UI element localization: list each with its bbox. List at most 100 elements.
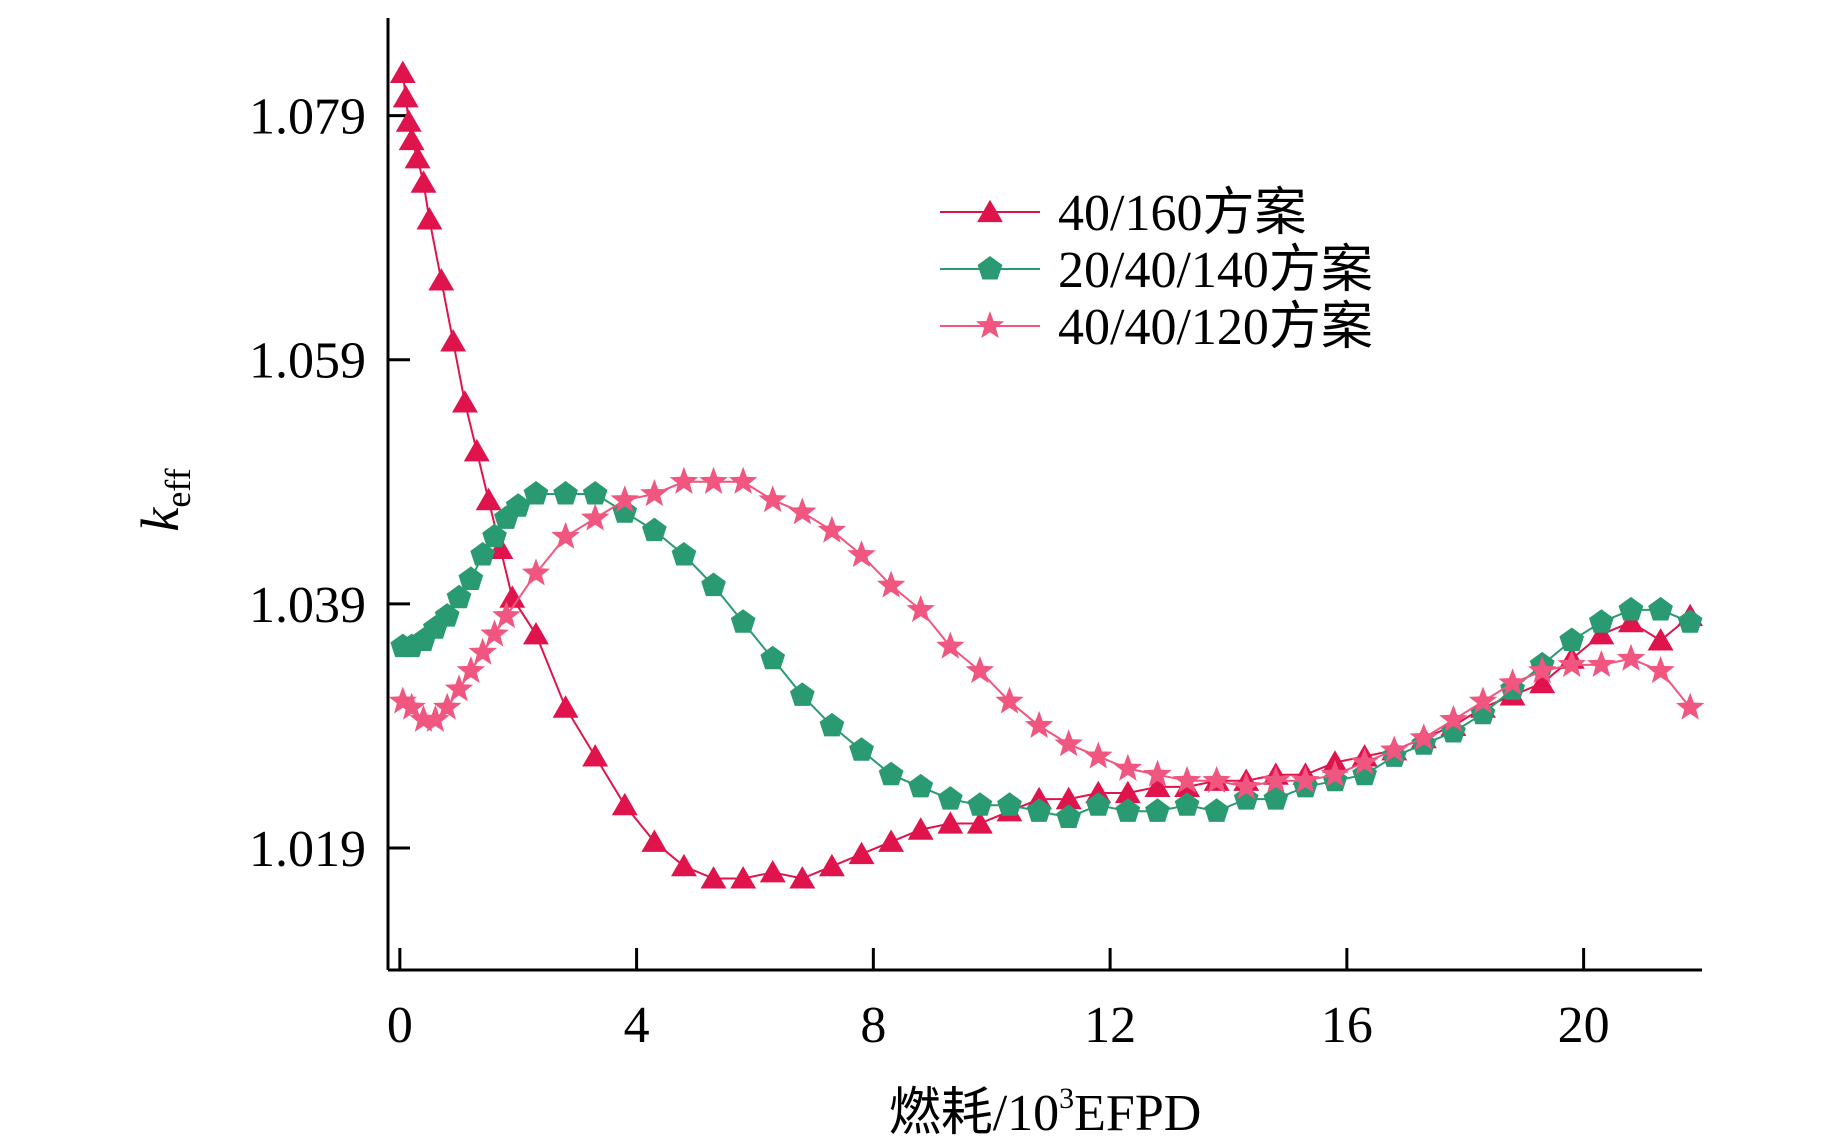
series-1-point-8	[482, 523, 507, 548]
series-2-point-30	[1113, 753, 1143, 781]
svg-text:keff: keff	[130, 468, 198, 531]
series-2-point-7	[468, 637, 497, 665]
legend-marker-0	[977, 199, 1003, 223]
series-1-point-29	[1056, 804, 1081, 828]
series-2-point-32	[1172, 765, 1202, 793]
series-0-point-32	[1055, 786, 1082, 810]
series-1-point-16	[671, 542, 697, 566]
series-2-point-47	[1616, 643, 1646, 671]
series-0-point-9	[452, 390, 478, 413]
y-tick-label-1: 1.039	[249, 577, 366, 634]
series-0-point-27	[907, 817, 934, 840]
series-1-point-19	[760, 645, 786, 670]
series-2-point-19	[788, 497, 817, 525]
axes	[386, 18, 1702, 972]
series-1-point-48	[1618, 596, 1644, 621]
series-1-point-6	[458, 566, 484, 590]
series-layer	[388, 60, 1705, 889]
series-2-point-43	[1498, 668, 1527, 696]
legend-item-0: 40/160方案	[940, 185, 1306, 242]
series-2-point-1	[397, 692, 426, 720]
series-2-point-17	[728, 466, 758, 494]
series-0-point-8	[440, 329, 467, 352]
series-2-point-13	[610, 485, 639, 513]
series-0-point-24	[819, 853, 845, 877]
series-0	[389, 60, 1704, 889]
x-ticks: 0 4 8 12 16 20	[387, 948, 1610, 1054]
x-tick-label-3: 12	[1084, 997, 1136, 1054]
series-2-point-8	[480, 619, 509, 647]
y-axis-title-main: k	[130, 507, 190, 532]
series-0-point-28	[937, 811, 964, 834]
y-tick-label-0: 1.019	[249, 821, 366, 878]
series-1-point-50	[1677, 609, 1703, 633]
series-1-point-47	[1589, 609, 1614, 633]
series-1-point-23	[878, 761, 904, 786]
series-1-point-33	[1174, 792, 1200, 816]
y-axis-title: keff	[130, 468, 198, 531]
series-0-point-17	[611, 792, 638, 816]
series-0-point-2	[395, 109, 422, 132]
series-1-point-15	[642, 517, 667, 542]
x-axis-title-main: 燃耗/10	[889, 1085, 1059, 1142]
series-1-point-27	[997, 792, 1022, 816]
series-2-point-33	[1202, 765, 1231, 793]
x-tick-label-4: 16	[1321, 997, 1373, 1054]
series-2-point-28	[1054, 729, 1083, 757]
series-1-point-34	[1204, 798, 1229, 822]
series-2-point-18	[758, 485, 787, 513]
series-1-point-20	[790, 682, 815, 706]
series-1-point-49	[1648, 596, 1673, 621]
series-2-point-3	[421, 704, 450, 732]
series-0-point-19	[671, 853, 697, 877]
series-0-point-22	[759, 860, 786, 883]
series-1-point-13	[582, 481, 608, 505]
series-2-point-6	[456, 656, 486, 684]
series-1-point-18	[730, 609, 756, 633]
series-0-point-18	[641, 829, 668, 852]
series-0-point-7	[428, 268, 455, 291]
legend-item-1: 20/40/140方案	[940, 242, 1373, 299]
series-2-point-4	[433, 692, 462, 720]
series-0-point-13	[499, 585, 526, 608]
y-tick-label-3: 1.079	[249, 89, 366, 146]
series-2-point-14	[640, 479, 669, 507]
series-0-point-1	[392, 85, 419, 108]
series-2-point-9	[492, 601, 521, 629]
series-1-point-21	[819, 712, 845, 737]
series-2	[388, 466, 1705, 799]
series-0-point-25	[848, 841, 875, 865]
legend-label-2: 40/40/120方案	[1058, 299, 1373, 356]
series-1-point-4	[434, 603, 460, 627]
x-axis-title: 燃耗/103EFPD	[889, 1082, 1202, 1142]
series-1-point-30	[1085, 792, 1111, 816]
series-1-point-10	[505, 493, 531, 517]
series-2-point-2	[409, 704, 438, 732]
series-2-point-5	[444, 674, 474, 702]
series-1-point-25	[937, 786, 963, 810]
series-0-point-34	[1114, 780, 1141, 804]
series-2-point-44	[1528, 656, 1557, 684]
series-1-point-36	[1263, 786, 1289, 810]
series-2-point-38	[1350, 747, 1379, 775]
series-2-point-12	[580, 503, 610, 531]
series-2-point-42	[1468, 686, 1498, 714]
series-1-point-5	[446, 584, 472, 609]
series-0-point-35	[1144, 774, 1171, 797]
series-2-point-23	[906, 595, 935, 622]
series-0-point-26	[878, 829, 905, 852]
series-0-point-52	[1647, 628, 1674, 651]
y-ticks: 1.019 1.039 1.059 1.079	[249, 89, 410, 878]
series-0-point-16	[582, 744, 609, 767]
series-2-point-11	[551, 521, 580, 549]
legend-marker-2	[975, 311, 1005, 339]
series-1-point-24	[908, 773, 934, 798]
series-0-point-23	[789, 866, 816, 889]
y-axis-title-sub: eff	[158, 468, 198, 507]
series-1-point-7	[470, 542, 496, 566]
series-2-point-48	[1646, 656, 1675, 684]
series-2-point-29	[1084, 741, 1113, 769]
series-2-point-25	[965, 656, 995, 684]
